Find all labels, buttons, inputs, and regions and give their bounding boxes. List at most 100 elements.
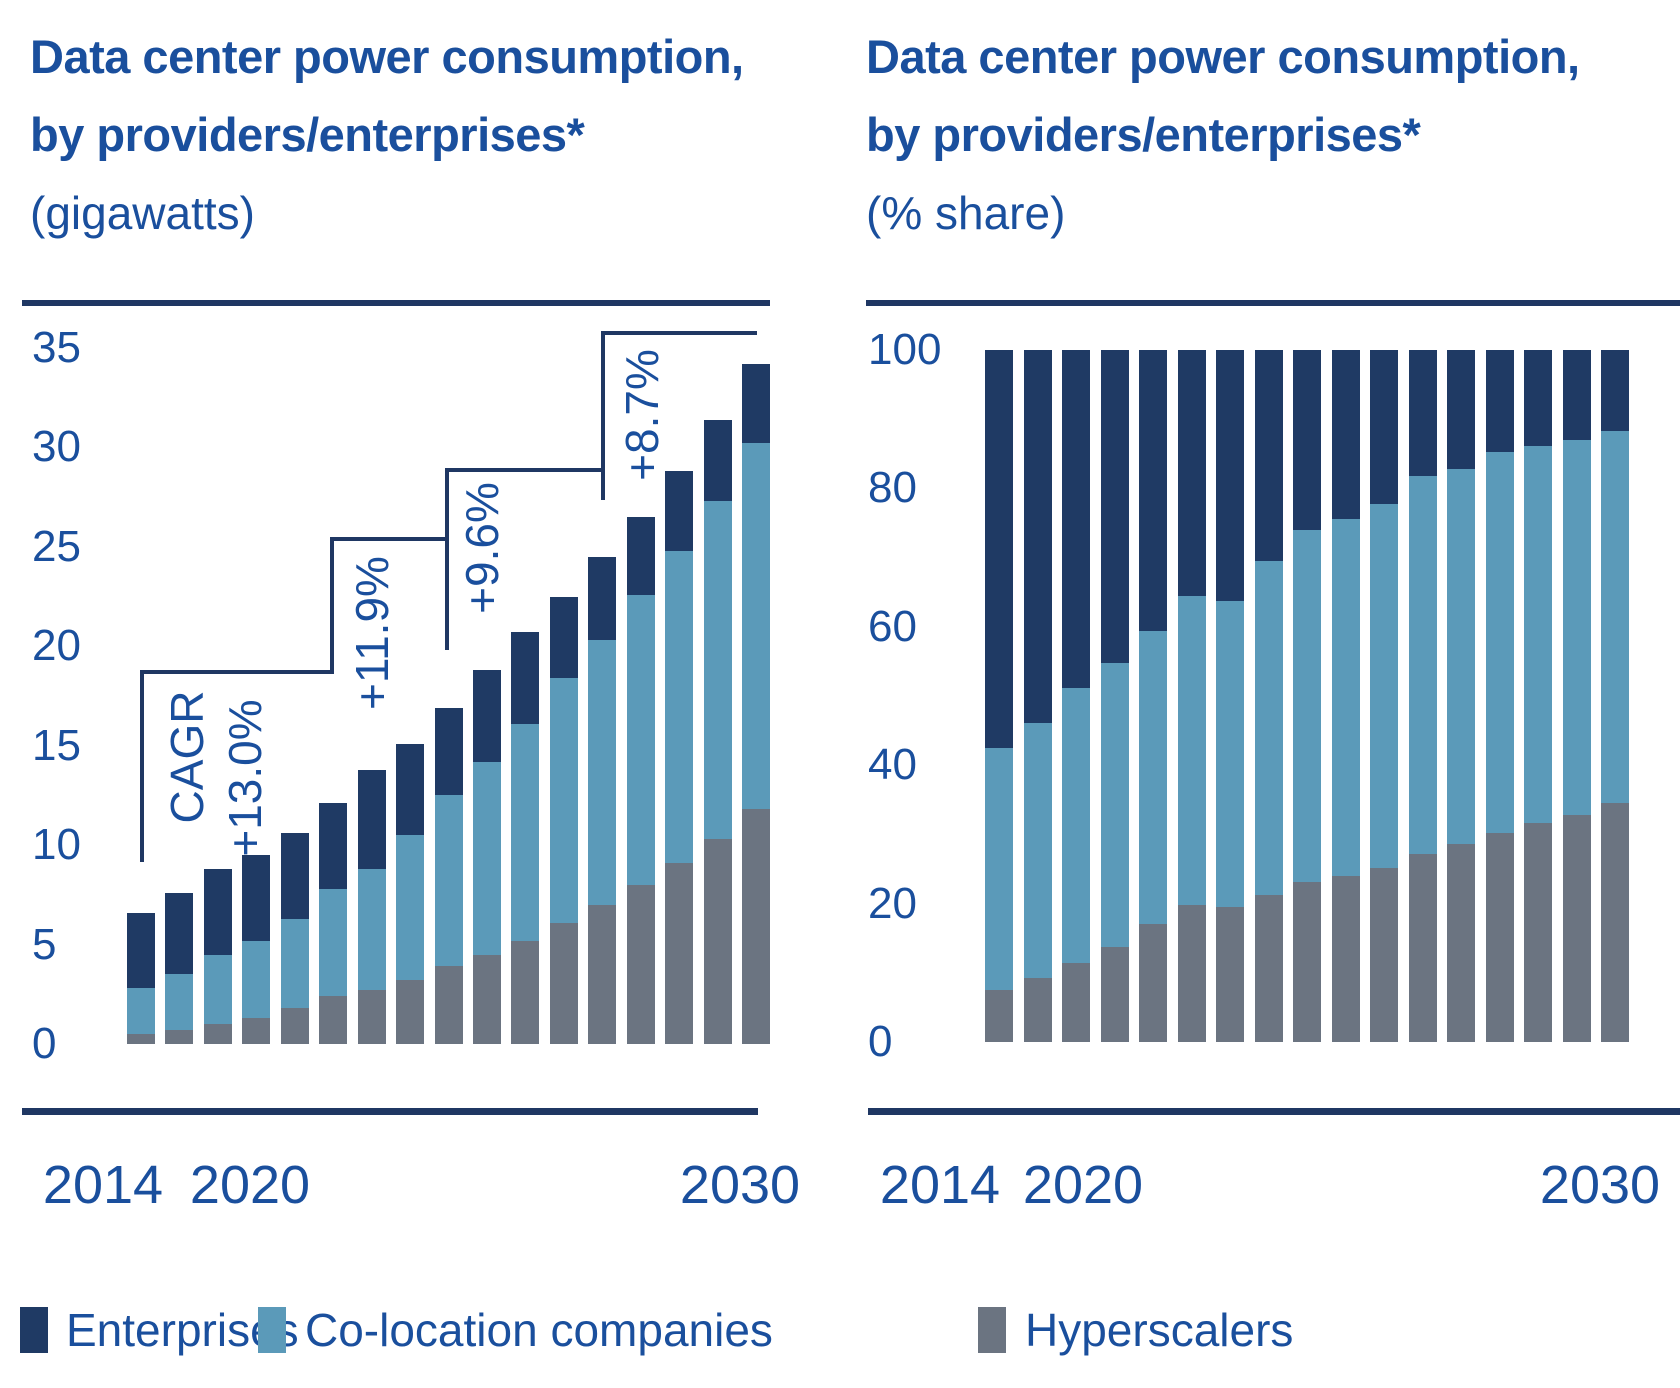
bar-2020-enterprises xyxy=(1216,350,1244,601)
right-chart-bottom-rule xyxy=(868,1108,1680,1115)
bar-2018-hyperscalers xyxy=(1139,924,1167,1042)
bar-2023-hyperscalers xyxy=(472,954,501,1044)
bar-2030-co-location-companies xyxy=(742,443,771,810)
bar-2030-hyperscalers xyxy=(1601,803,1629,1042)
bar-2018-enterprises xyxy=(1139,350,1167,631)
bar-2026-hyperscalers xyxy=(1447,844,1475,1042)
legend-swatch-hyperscalers xyxy=(978,1307,1006,1353)
bar-2015-co-location-companies xyxy=(165,974,194,1031)
bar-2028-hyperscalers xyxy=(1524,823,1552,1042)
right-chart-top-rule xyxy=(866,300,1680,306)
left-chart-title: Data center power consumption, by provid… xyxy=(30,18,744,252)
bar-2029-enterprises xyxy=(1562,350,1591,441)
bar-2027-enterprises xyxy=(626,517,655,595)
bar-2029-hyperscalers xyxy=(1562,815,1591,1042)
bar-2028-enterprises xyxy=(665,471,694,551)
bar-2015-hyperscalers xyxy=(165,1030,194,1044)
right-title-line2: by providers/enterprises* xyxy=(866,108,1421,161)
bar-2014-co-location-companies xyxy=(127,988,155,1035)
bar-2027-co-location-companies xyxy=(626,594,655,885)
y-tick-label-60: 60 xyxy=(868,601,917,651)
bar-2014-hyperscalers xyxy=(985,989,1013,1042)
y-tick-label-15: 15 xyxy=(32,720,81,770)
bar-2014-co-location-companies xyxy=(985,748,1013,990)
cagr-title-label: CAGR xyxy=(161,690,213,824)
bar-2022-enterprises xyxy=(434,707,463,796)
bar-2021-hyperscalers xyxy=(1254,895,1283,1042)
bar-2023-co-location-companies xyxy=(472,761,501,955)
bar-2018-hyperscalers xyxy=(280,1008,309,1044)
bar-2020-hyperscalers xyxy=(357,990,386,1044)
x-tick-label-2030: 2030 xyxy=(679,1155,801,1215)
bar-2021-hyperscalers xyxy=(396,980,425,1044)
x-tick-label-2014: 2014 xyxy=(879,1155,1001,1215)
bar-2017-enterprises xyxy=(242,855,271,941)
bar-2016-enterprises xyxy=(1062,350,1090,689)
bar-2025-enterprises xyxy=(1408,350,1437,477)
bar-2030-enterprises xyxy=(742,363,771,444)
legend-swatch-enterprises xyxy=(20,1307,48,1353)
bar-2024-hyperscalers xyxy=(511,940,540,1044)
bar-2026-enterprises xyxy=(588,556,617,641)
right-title-unit: (% share) xyxy=(866,187,1066,239)
bar-2027-hyperscalers xyxy=(1485,833,1514,1042)
x-tick-label-2020: 2020 xyxy=(189,1155,311,1215)
x-tick-label-2030: 2030 xyxy=(1539,1155,1661,1215)
bar-2021-enterprises xyxy=(1254,350,1283,561)
bar-2028-enterprises xyxy=(1524,350,1552,447)
bar-2025-co-location-companies xyxy=(549,678,578,923)
bar-2016-enterprises xyxy=(203,869,232,955)
legend-swatch-colocation xyxy=(258,1307,286,1353)
bar-2023-co-location-companies xyxy=(1331,519,1360,877)
bar-2020-enterprises xyxy=(357,769,386,869)
bar-2015-enterprises xyxy=(1023,350,1052,724)
bar-2023-enterprises xyxy=(1331,350,1360,520)
y-tick-label-20: 20 xyxy=(868,878,917,928)
bar-2020-co-location-companies xyxy=(357,869,386,991)
bar-2030-co-location-companies xyxy=(1601,430,1629,804)
bar-2016-hyperscalers xyxy=(203,1024,232,1044)
left-chart-bottom-rule xyxy=(22,1108,758,1115)
left-title-unit: (gigawatts) xyxy=(30,187,255,239)
y-tick-label-100: 100 xyxy=(868,325,942,374)
bar-2018-co-location-companies xyxy=(1139,630,1167,925)
bar-2021-enterprises xyxy=(396,743,425,836)
bar-2017-co-location-companies xyxy=(1100,663,1129,948)
bar-2026-enterprises xyxy=(1447,350,1475,469)
legend-label-colocation: Co-location companies xyxy=(305,1304,773,1356)
x-tick-label-2020: 2020 xyxy=(1022,1155,1144,1215)
bar-2017-hyperscalers xyxy=(1100,947,1129,1042)
bar-2017-hyperscalers xyxy=(242,1018,271,1044)
bar-2028-hyperscalers xyxy=(665,863,694,1044)
bar-2026-hyperscalers xyxy=(588,904,617,1044)
right-title-line1: Data center power consumption, xyxy=(866,30,1580,83)
left-title-line2: by providers/enterprises* xyxy=(30,108,585,161)
bar-2023-enterprises xyxy=(472,670,501,762)
left-title-line1: Data center power consumption, xyxy=(30,30,744,83)
bar-2020-hyperscalers xyxy=(1216,906,1244,1042)
right-chart-title: Data center power consumption, by provid… xyxy=(866,18,1580,252)
bar-2019-hyperscalers xyxy=(319,996,348,1044)
cagr-rate-8-7: +8.7% xyxy=(616,349,668,481)
bar-2030-enterprises xyxy=(1601,350,1629,431)
bar-2023-hyperscalers xyxy=(1331,876,1360,1042)
bar-2019-enterprises xyxy=(319,803,348,889)
cagr-rate-13-0: +13.0% xyxy=(219,699,271,857)
bar-2024-enterprises xyxy=(511,632,540,724)
bar-2014-enterprises xyxy=(985,350,1013,749)
bar-2020-co-location-companies xyxy=(1216,600,1244,907)
y-tick-label-5: 5 xyxy=(32,919,57,969)
bar-2022-hyperscalers xyxy=(434,966,463,1044)
bar-2017-enterprises xyxy=(1100,350,1129,664)
y-tick-label-30: 30 xyxy=(32,422,81,472)
y-tick-label-20: 20 xyxy=(32,621,81,671)
bar-2028-co-location-companies xyxy=(1524,446,1552,824)
bar-2024-co-location-companies xyxy=(511,723,540,941)
bar-2025-hyperscalers xyxy=(1408,854,1437,1042)
bar-2019-enterprises xyxy=(1177,350,1206,596)
bar-2029-co-location-companies xyxy=(703,501,732,840)
bar-2025-co-location-companies xyxy=(1408,476,1437,855)
